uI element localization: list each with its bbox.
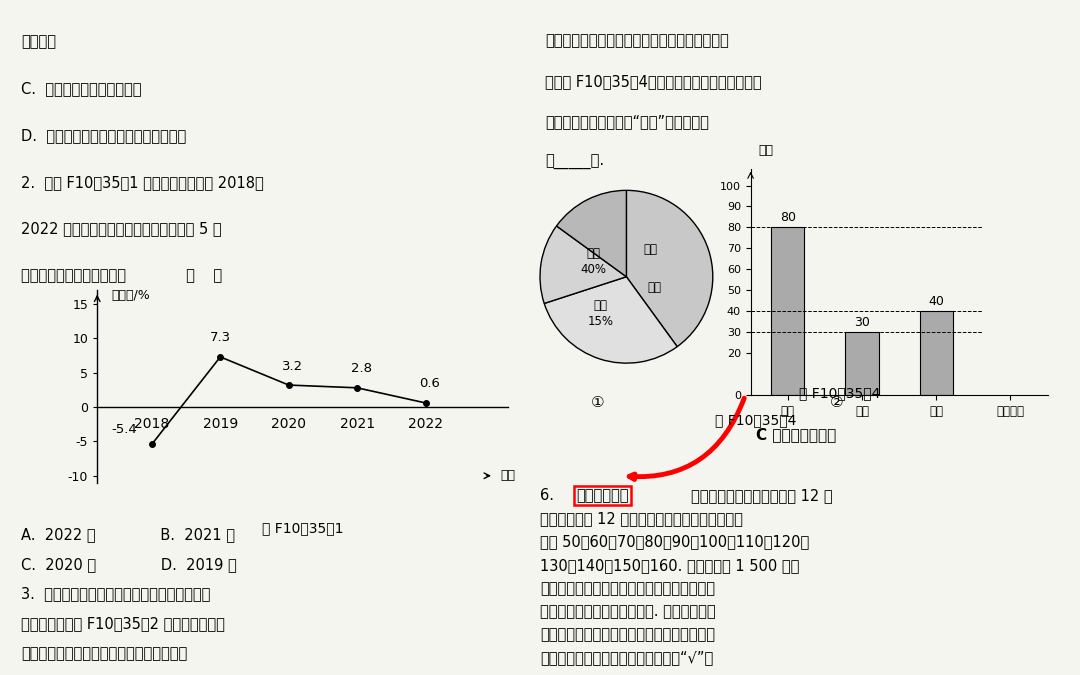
Text: 0.6: 0.6 xyxy=(419,377,441,390)
Text: 校服样品，有 12 种不同的价位（单位：元），分: 校服样品，有 12 种不同的价位（单位：元），分 xyxy=(540,512,743,526)
Wedge shape xyxy=(540,226,626,304)
Text: （实践探究）: （实践探究） xyxy=(576,488,629,503)
Text: C.  2020 年              D.  2019 年: C. 2020 年 D. 2019 年 xyxy=(21,557,237,572)
Text: ②: ② xyxy=(831,395,843,410)
Text: 踢健
15%: 踢健 15% xyxy=(588,298,613,327)
Bar xyxy=(919,311,953,395)
Text: -5.4: -5.4 xyxy=(111,423,137,436)
Text: 图 F10－35－4: 图 F10－35－4 xyxy=(799,386,880,400)
Text: 在教育局的样品室里摆放着 12 个: 在教育局的样品室里摆放着 12 个 xyxy=(691,488,833,503)
Bar xyxy=(846,332,879,395)
Text: 年份: 年份 xyxy=(501,469,516,482)
Text: C 组（探究拓展）: C 组（探究拓展） xyxy=(756,427,836,442)
Text: 增长率/%: 增长率/% xyxy=(111,290,150,302)
Text: 30: 30 xyxy=(854,316,869,329)
Wedge shape xyxy=(544,277,677,363)
Text: 7.3: 7.3 xyxy=(210,331,231,344)
Text: 作一张调查表，对家长的意见进行调查，该怎: 作一张调查表，对家长的意见进行调查，该怎 xyxy=(540,628,715,643)
Text: 是学校决定征求家长们的意见. 若学校想要制: 是学校决定征求家长们的意见. 若学校想要制 xyxy=(540,604,716,619)
Wedge shape xyxy=(556,190,626,277)
Text: 6.: 6. xyxy=(540,488,554,503)
Text: 跳绳: 跳绳 xyxy=(644,242,658,256)
Bar xyxy=(771,227,805,395)
Text: 查（每人限选一项），根据收集到的数据，绘制: 查（每人限选一项），根据收集到的数据，绘制 xyxy=(545,33,729,48)
Text: 2022 年销售额年增长率的统计图，则这 5 年: 2022 年销售额年增长率的统计图，则这 5 年 xyxy=(21,221,221,236)
Y-axis label: 人数: 人数 xyxy=(758,144,773,157)
Text: 图 F10－35－4: 图 F10－35－4 xyxy=(715,413,797,427)
Text: 的学生人数如图 F10－35－2 所示，那么报名: 的学生人数如图 F10－35－2 所示，那么报名 xyxy=(21,616,225,631)
Text: 样设计这张调查表？（要求家长用画“√”的: 样设计这张调查表？（要求家长用画“√”的 xyxy=(540,651,713,666)
Text: 参加甲组和丙组的人数之和占所有报名人数: 参加甲组和丙组的人数之和占所有报名人数 xyxy=(21,646,187,661)
Wedge shape xyxy=(626,190,713,347)
Text: 中，该公司销售额最大的是             （    ）: 中，该公司销售额最大的是 （ ） xyxy=(21,269,222,284)
Text: 有_____人.: 有_____人. xyxy=(545,155,605,169)
Text: 据图中提供的信息得出“跳绳”部分学生共: 据图中提供的信息得出“跳绳”部分学生共 xyxy=(545,114,710,129)
Text: 生统一征订校服，由于价格有一定的差距，于: 生统一征订校服，由于价格有一定的差距，于 xyxy=(540,581,715,596)
Text: D.  了解北京电视台红绿灯栏目的收视率: D. 了解北京电视台红绿灯栏目的收视率 xyxy=(21,128,186,143)
Text: 40: 40 xyxy=(929,295,944,308)
Text: 2.8: 2.8 xyxy=(351,362,372,375)
Text: A.  2022 年              B.  2021 年: A. 2022 年 B. 2021 年 xyxy=(21,527,235,542)
Text: 130，140，150，160. 现要对某校 1 500 名学: 130，140，150，160. 现要对某校 1 500 名学 xyxy=(540,558,799,573)
Text: ①: ① xyxy=(591,395,604,410)
Text: 球类
40%: 球类 40% xyxy=(581,246,607,275)
Text: 成如图 F10－35－4所示的统计图（不完整）；根: 成如图 F10－35－4所示的统计图（不完整）；根 xyxy=(545,74,761,88)
Text: 2.  如图 F10－35－1 为某服装品牌公司 2018－: 2. 如图 F10－35－1 为某服装品牌公司 2018－ xyxy=(21,175,264,190)
Text: 3.  某校报名参加甲、乙、丙、丁四个兴趣小组: 3. 某校报名参加甲、乙、丙、丁四个兴趣小组 xyxy=(21,587,211,601)
Text: 80: 80 xyxy=(780,211,796,224)
Text: 图 F10－35－1: 图 F10－35－1 xyxy=(261,521,343,535)
Text: 的知晓率: 的知晓率 xyxy=(21,34,56,49)
Text: 3.2: 3.2 xyxy=(282,360,303,373)
Text: C.  了解全国中学生体重情况: C. 了解全国中学生体重情况 xyxy=(21,81,141,97)
Text: 其它: 其它 xyxy=(647,281,661,294)
Text: 别为 50，60，70，80，90，100，110，120，: 别为 50，60，70，80，90，100，110，120， xyxy=(540,535,809,549)
